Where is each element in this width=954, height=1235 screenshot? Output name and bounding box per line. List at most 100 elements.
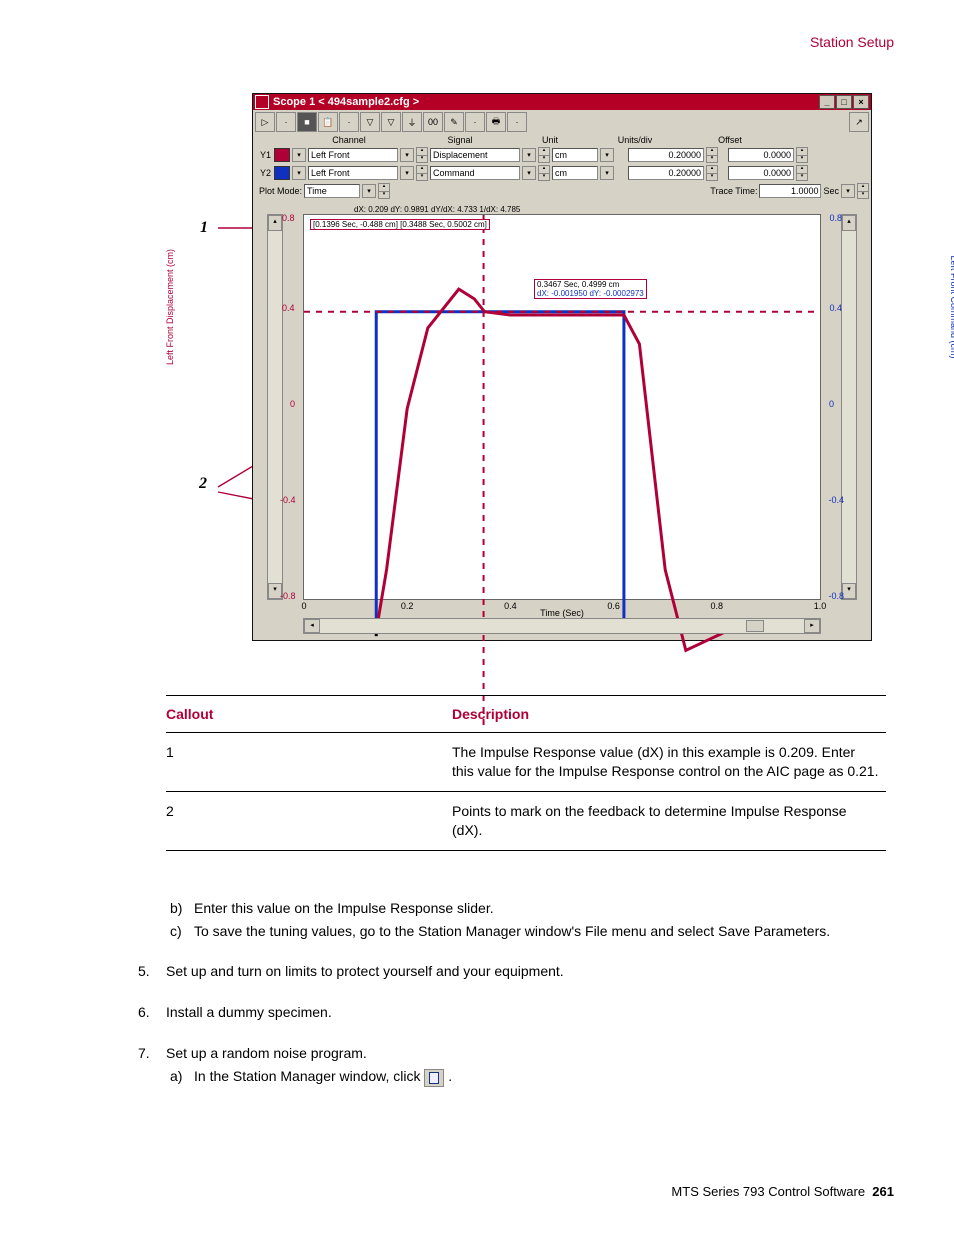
section-header: Station Setup bbox=[810, 34, 894, 50]
y2-unit-dropdown-icon[interactable]: ▾ bbox=[600, 166, 614, 180]
window-icon bbox=[255, 95, 269, 109]
tool-sep4: · bbox=[507, 112, 527, 132]
y2-signal-input[interactable]: Command bbox=[430, 166, 520, 180]
y2-label: Y2 bbox=[255, 168, 272, 178]
ytick-right-0: 0.8 bbox=[829, 213, 842, 223]
y1-signal-spin[interactable]: ▴▾ bbox=[538, 147, 550, 163]
callout-label-2: 2 bbox=[199, 475, 207, 493]
step-6: 6.Install a dummy specimen. bbox=[138, 1003, 888, 1022]
minimize-icon[interactable]: _ bbox=[819, 95, 835, 109]
y1-unit-input[interactable]: cm bbox=[552, 148, 598, 162]
y2-signal-dropdown-icon[interactable]: ▾ bbox=[522, 166, 536, 180]
step-7a-post: . bbox=[448, 1068, 452, 1084]
scrollbar-left[interactable]: ▴▾ bbox=[267, 214, 283, 600]
scrollbar-right[interactable]: ▴▾ bbox=[841, 214, 857, 600]
y2-unitsdiv-spin[interactable]: ▴▾ bbox=[706, 165, 718, 181]
y2-channel-input[interactable]: Left Front bbox=[308, 166, 398, 180]
tool-cursor2-icon[interactable]: ▽ bbox=[381, 112, 401, 132]
plotmode-spin[interactable]: ▴▾ bbox=[378, 183, 390, 199]
ytick-left-1: 0.4 bbox=[282, 303, 295, 313]
y2-color-swatch[interactable] bbox=[274, 166, 290, 180]
y-axis-right-label: Left Front Command (cm) bbox=[949, 207, 954, 407]
station-manager-icon bbox=[424, 1069, 444, 1087]
cursor-readout-2a: 0.3467 Sec, 0.4999 cm bbox=[537, 280, 644, 289]
ytick-right-2: 0 bbox=[829, 399, 834, 409]
step-7: 7.Set up a random noise program. bbox=[138, 1044, 888, 1063]
scope-window-figure: Scope 1 < 494sample2.cfg > _ □ × ▷ · ■ 📋… bbox=[252, 93, 872, 641]
ytick-right-3: -0.4 bbox=[828, 495, 844, 505]
maximize-icon[interactable]: □ bbox=[836, 95, 852, 109]
cell-id-2: 2 bbox=[166, 791, 452, 850]
plotmode-row: Plot Mode: Time ▾ ▴▾ Trace Time: 1.0000 … bbox=[253, 182, 871, 200]
tool-sep2: · bbox=[339, 112, 359, 132]
ytick-right-1: 0.4 bbox=[829, 303, 842, 313]
tool-expand-icon[interactable]: ↗ bbox=[849, 112, 869, 132]
plot-area: ▴▾ ▴▾ dX: 0.209 dY: 0.9891 dY/dX: 4.733 … bbox=[267, 204, 857, 634]
cell-id-1: 1 bbox=[166, 733, 452, 792]
callout-label-1: 1 bbox=[200, 219, 208, 237]
tool-sep3: · bbox=[465, 112, 485, 132]
y1-signal-dropdown-icon[interactable]: ▾ bbox=[522, 148, 536, 162]
chart-canvas: dX: 0.209 dY: 0.9891 dY/dX: 4.733 1/dX: … bbox=[303, 214, 821, 600]
y2-unitsdiv-input[interactable]: 0.20000 bbox=[628, 166, 704, 180]
plotmode-dropdown-icon[interactable]: ▾ bbox=[362, 184, 376, 198]
config-row-y1: Y1 ▾ Left Front ▾ ▴▾ Displacement ▾ ▴▾ c… bbox=[253, 146, 871, 164]
tool-play-icon[interactable]: ▷ bbox=[255, 112, 275, 132]
y1-offset-spin[interactable]: ▴▾ bbox=[796, 147, 808, 163]
titlebar: Scope 1 < 494sample2.cfg > _ □ × bbox=[253, 94, 871, 110]
y1-channel-input[interactable]: Left Front bbox=[308, 148, 398, 162]
y1-unit-dropdown-icon[interactable]: ▾ bbox=[600, 148, 614, 162]
cursor-readout-2b: dX: -0.001950 dY: -0.0002973 bbox=[537, 289, 644, 298]
y2-channel-dropdown-icon[interactable]: ▾ bbox=[400, 166, 414, 180]
hdr-channel: Channel bbox=[293, 134, 405, 146]
tracetime-spin[interactable]: ▴▾ bbox=[857, 183, 869, 199]
tool-print-icon[interactable]: 🖶 bbox=[486, 112, 506, 132]
close-icon[interactable]: × bbox=[853, 95, 869, 109]
y2-signal-spin[interactable]: ▴▾ bbox=[538, 165, 550, 181]
y-axis-left-label: Left Front Displacement (cm) bbox=[165, 207, 175, 407]
tool-stop-icon[interactable]: ■ bbox=[297, 112, 317, 132]
tool-cursor3-icon[interactable]: ⏚ bbox=[402, 112, 422, 132]
ytick-right-4: -0.8 bbox=[828, 591, 844, 601]
tool-pencil-icon[interactable]: ✎ bbox=[444, 112, 464, 132]
hdr-signal: Signal bbox=[405, 134, 515, 146]
y2-offset-input[interactable]: 0.0000 bbox=[728, 166, 794, 180]
callout-table: Callout Description 1 The Impulse Respon… bbox=[166, 695, 886, 851]
y1-color-swatch[interactable] bbox=[274, 148, 290, 162]
page-footer: MTS Series 793 Control Software 261 bbox=[671, 1184, 894, 1199]
plotmode-input[interactable]: Time bbox=[304, 184, 360, 198]
plotmode-label: Plot Mode: bbox=[259, 186, 302, 196]
y1-offset-input[interactable]: 0.0000 bbox=[728, 148, 794, 162]
y2-unit-input[interactable]: cm bbox=[552, 166, 598, 180]
footer-text: MTS Series 793 Control Software bbox=[671, 1184, 865, 1199]
tracetime-dropdown-icon[interactable]: ▾ bbox=[841, 184, 855, 198]
step-list: b)Enter this value on the Impulse Respon… bbox=[138, 895, 888, 1091]
step-c: c)To save the tuning values, go to the S… bbox=[170, 922, 888, 941]
scrollbar-bottom[interactable]: ◂▸ bbox=[303, 618, 821, 634]
chart-top-readout: dX: 0.209 dY: 0.9891 dY/dX: 4.733 1/dX: … bbox=[354, 205, 520, 214]
cursor-readout-2: 0.3467 Sec, 0.4999 cm dX: -0.001950 dY: … bbox=[534, 279, 647, 299]
y1-unitsdiv-spin[interactable]: ▴▾ bbox=[706, 147, 718, 163]
tool-00-icon[interactable]: 00 bbox=[423, 112, 443, 132]
config-header-row: Channel Signal Unit Units/div Offset bbox=[253, 134, 871, 146]
step-b: b)Enter this value on the Impulse Respon… bbox=[170, 899, 888, 918]
tracetime-input[interactable]: 1.0000 bbox=[759, 184, 821, 198]
y2-channel-spin[interactable]: ▴▾ bbox=[416, 165, 428, 181]
y1-channel-dropdown-icon[interactable]: ▾ bbox=[400, 148, 414, 162]
tracetime-unit: Sec bbox=[823, 186, 839, 196]
table-row: 1 The Impulse Response value (dX) in thi… bbox=[166, 733, 886, 792]
y2-offset-spin[interactable]: ▴▾ bbox=[796, 165, 808, 181]
table-row: 2 Points to mark on the feedback to dete… bbox=[166, 791, 886, 850]
tool-cursor1-icon[interactable]: ▽ bbox=[360, 112, 380, 132]
y1-unitsdiv-input[interactable]: 0.20000 bbox=[628, 148, 704, 162]
tool-copy-icon[interactable]: 📋 bbox=[318, 112, 338, 132]
y1-channel-spin[interactable]: ▴▾ bbox=[416, 147, 428, 163]
x-axis-label: Time (Sec) bbox=[303, 608, 821, 618]
y2-color-dropdown-icon[interactable]: ▾ bbox=[292, 166, 306, 180]
step-7a: a) In the Station Manager window, click … bbox=[170, 1067, 888, 1086]
y1-color-dropdown-icon[interactable]: ▾ bbox=[292, 148, 306, 162]
tool-sep: · bbox=[276, 112, 296, 132]
y1-signal-input[interactable]: Displacement bbox=[430, 148, 520, 162]
step-5: 5.Set up and turn on limits to protect y… bbox=[138, 962, 888, 981]
config-row-y2: Y2 ▾ Left Front ▾ ▴▾ Command ▾ ▴▾ cm ▾ 0… bbox=[253, 164, 871, 182]
